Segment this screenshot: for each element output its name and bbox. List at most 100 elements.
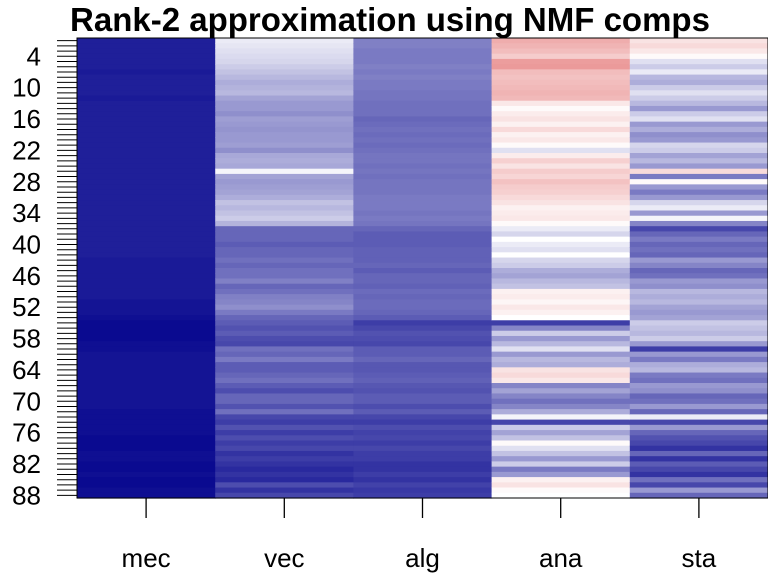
x-tick-label: alg <box>405 543 440 573</box>
y-tick-label: 40 <box>12 229 41 259</box>
heatmap-cell <box>77 414 216 421</box>
heatmap-cell <box>77 304 216 311</box>
y-tick-label: 70 <box>12 386 41 416</box>
heatmap-cell <box>629 403 768 410</box>
heatmap-cell <box>215 487 354 494</box>
heatmap-cell <box>491 315 631 321</box>
heatmap-cell <box>77 105 216 112</box>
heatmap-cell <box>353 283 493 290</box>
heatmap-cell <box>629 173 768 180</box>
heatmap-cell <box>215 335 354 342</box>
heatmap-cell <box>353 163 493 170</box>
y-tick-label: 64 <box>12 355 41 385</box>
y-tick-label: 10 <box>12 73 41 103</box>
heatmap-cell <box>491 414 631 421</box>
heatmap-cell <box>353 200 493 206</box>
heatmap-cell <box>491 268 631 274</box>
heatmap-cell <box>491 492 631 499</box>
heatmap-cell <box>491 247 631 253</box>
heatmap-cell <box>629 215 768 222</box>
heatmap-cell <box>77 132 216 138</box>
heatmap-cell <box>629 299 768 306</box>
heatmap-cell <box>491 121 631 128</box>
heatmap-cell <box>77 111 216 118</box>
heatmap-cell <box>215 241 354 248</box>
heatmap-cell <box>215 393 354 400</box>
heatmap-cell <box>353 241 493 248</box>
heatmap-cell <box>77 294 216 300</box>
heatmap-cell <box>77 377 216 384</box>
heatmap-cell <box>491 320 631 327</box>
heatmap-cell <box>353 482 493 489</box>
heatmap-cell <box>629 200 768 206</box>
y-tick-label: 4 <box>27 41 41 71</box>
heatmap-cell <box>491 288 631 295</box>
heatmap-cell <box>491 147 631 154</box>
heatmap-cell <box>353 492 493 499</box>
heatmap-cell <box>629 341 768 348</box>
heatmap-cell <box>215 325 354 332</box>
heatmap-cell <box>629 247 768 253</box>
heatmap-cell <box>629 283 768 290</box>
heatmap-cell <box>491 241 631 248</box>
heatmap-cell <box>353 403 493 410</box>
heatmap-cell <box>491 95 631 102</box>
heatmap-cell <box>215 362 354 368</box>
heatmap-cell <box>491 278 631 285</box>
heatmap-cell <box>215 64 354 70</box>
heatmap-cell <box>491 194 631 201</box>
heatmap-cell <box>353 435 493 442</box>
heatmap-cell <box>353 341 493 348</box>
heatmap-cell <box>353 471 493 478</box>
heatmap-cell <box>629 100 768 107</box>
heatmap-cell <box>77 226 216 233</box>
heatmap-cell <box>629 236 768 243</box>
heatmap-cell <box>491 231 631 238</box>
heatmap-cell <box>629 288 768 295</box>
heatmap-cell <box>353 414 493 421</box>
heatmap-cell <box>215 74 354 81</box>
heatmap-cell <box>491 346 631 353</box>
heatmap-cell <box>77 409 216 415</box>
heatmap-cell <box>491 205 631 212</box>
heatmap-cell <box>353 105 493 112</box>
heatmap-cell <box>491 262 631 269</box>
heatmap-cell <box>215 153 354 159</box>
heatmap-cell <box>629 85 768 91</box>
heatmap-cell <box>353 126 493 133</box>
heatmap-cell <box>353 445 493 452</box>
heatmap-cell <box>77 247 216 253</box>
heatmap-cell <box>77 273 216 280</box>
y-tick-label: 82 <box>12 449 41 479</box>
heatmap-cell <box>629 95 768 102</box>
heatmap-cell <box>491 184 631 191</box>
heatmap-cell <box>629 393 768 400</box>
heatmap-cell <box>353 330 493 337</box>
heatmap-cell <box>353 377 493 384</box>
heatmap-cell <box>629 351 768 358</box>
heatmap-cells <box>77 38 768 499</box>
y-tick-label: 34 <box>12 198 41 228</box>
heatmap-cell <box>353 74 493 81</box>
heatmap-cell <box>215 262 354 269</box>
heatmap-cell <box>77 424 216 431</box>
heatmap-cell <box>215 210 354 217</box>
heatmap-cell <box>77 461 216 468</box>
heatmap-cell <box>629 430 768 436</box>
heatmap-cell <box>77 320 216 327</box>
heatmap-cell <box>491 179 631 185</box>
heatmap-cell <box>353 64 493 70</box>
heatmap-cell <box>491 424 631 431</box>
heatmap-cell <box>215 450 354 457</box>
heatmap-cell <box>215 147 354 154</box>
heatmap-cell <box>491 466 631 473</box>
heatmap-cell <box>215 226 354 233</box>
heatmap-cell <box>491 58 631 65</box>
heatmap-cell <box>353 351 493 358</box>
heatmap-cell <box>491 48 631 55</box>
heatmap-cell <box>629 325 768 332</box>
heatmap-cell <box>629 58 768 65</box>
heatmap-cell <box>629 147 768 154</box>
heatmap-cell <box>353 69 493 76</box>
heatmap-cell <box>491 403 631 410</box>
